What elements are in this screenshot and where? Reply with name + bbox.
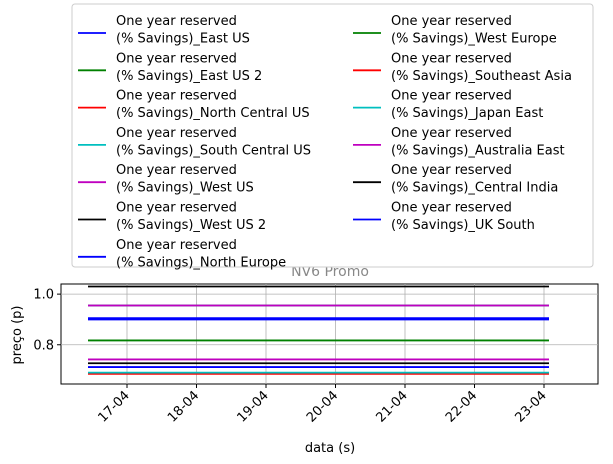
x-tick-label: 18-04 [165, 388, 202, 425]
legend-label: (% Savings)_North Central US [116, 106, 310, 121]
legend-label: (% Savings)_East US 2 [116, 69, 262, 84]
legend-item: One year reserved (% Savings)_UK South [353, 201, 535, 233]
x-tick-label: 23-04 [513, 388, 550, 425]
plot-area [60, 283, 599, 385]
legend-label: (% Savings)_West US 2 [116, 218, 266, 233]
x-tick-label: 19-04 [235, 388, 272, 425]
legend-item: One year reserved (% Savings)_South Centr… [78, 126, 311, 158]
legend-item: One year reserved (% Savings)_North Centr… [78, 89, 310, 121]
y-axis-label: preço (p) [10, 306, 25, 365]
legend-box [71, 3, 594, 268]
legend-label: One year reserved [391, 163, 512, 178]
legend-label: (% Savings)_West Europe [391, 32, 557, 47]
legend-item: One year reserved (% Savings)_West US [78, 163, 254, 196]
x-tick-label: 21-04 [374, 388, 411, 425]
legend-label: One year reserved [116, 163, 237, 178]
x-tick-label: 22-04 [443, 388, 480, 425]
legend: One year reserved(% Savings)_East USOne … [78, 14, 572, 270]
legend-item: One year reserved (% Savings)_East US [78, 14, 250, 47]
legend-label: One year reserved [391, 126, 512, 141]
legend-item: One year reserved (% Savings)_West Europe [353, 14, 557, 47]
y-axis: 1.0 0.8 [33, 288, 61, 353]
legend-label: (% Savings)_East US [116, 32, 250, 47]
legend-item: One year reserved (% Savings)_Southeast A… [353, 51, 572, 84]
legend-label: (% Savings)_Australia East [391, 143, 565, 158]
legend-label: One year reserved [116, 51, 237, 66]
grid [61, 284, 598, 384]
legend-item: One year reserved (% Savings)_Central Ind… [353, 163, 558, 196]
legend-label: (% Savings)_Japan East [391, 106, 543, 121]
y-tick-label: 0.8 [33, 338, 54, 353]
legend-label: One year reserved [116, 14, 237, 29]
legend-label: One year reserved [116, 126, 237, 141]
legend-label: One year reserved [391, 201, 512, 216]
legend-item: One year reserved (% Savings)_West US 2 [78, 201, 266, 233]
legend-label: One year reserved [391, 51, 512, 66]
x-axis-label: data (s) [305, 441, 355, 456]
legend-label: (% Savings)_North Europe [116, 255, 286, 270]
x-axis: 17-04 18-04 19-04 20-04 21-04 22-04 23-04 [96, 384, 550, 426]
legend-label: (% Savings)_Central India [391, 181, 558, 196]
series-lines [88, 285, 549, 375]
x-tick-label: 17-04 [96, 388, 133, 425]
legend-item: One year reserved (% Savings)_North Europ… [78, 238, 286, 270]
legend-label: One year reserved [391, 14, 512, 29]
legend-label: One year reserved [391, 89, 512, 104]
legend-label: (% Savings)_West US [116, 181, 254, 196]
x-tick-label: 20-04 [304, 388, 341, 425]
legend-label: (% Savings)_Southeast Asia [391, 69, 572, 84]
legend-label: (% Savings)_South Central US [116, 143, 311, 158]
legend-label: One year reserved [116, 238, 237, 253]
legend-item: One year reserved (% Savings)_Australia E… [353, 126, 565, 158]
legend-label: One year reserved [116, 89, 237, 104]
chart-title: NV6 Promo [291, 264, 369, 280]
legend-label: One year reserved [116, 201, 237, 216]
legend-label: (% Savings)_UK South [391, 218, 535, 233]
legend-item: One year reserved (% Savings)_East US 2 [78, 51, 262, 84]
y-tick-label: 1.0 [33, 288, 54, 303]
legend-item: One year reserved (% Savings)_Japan East [353, 89, 543, 121]
